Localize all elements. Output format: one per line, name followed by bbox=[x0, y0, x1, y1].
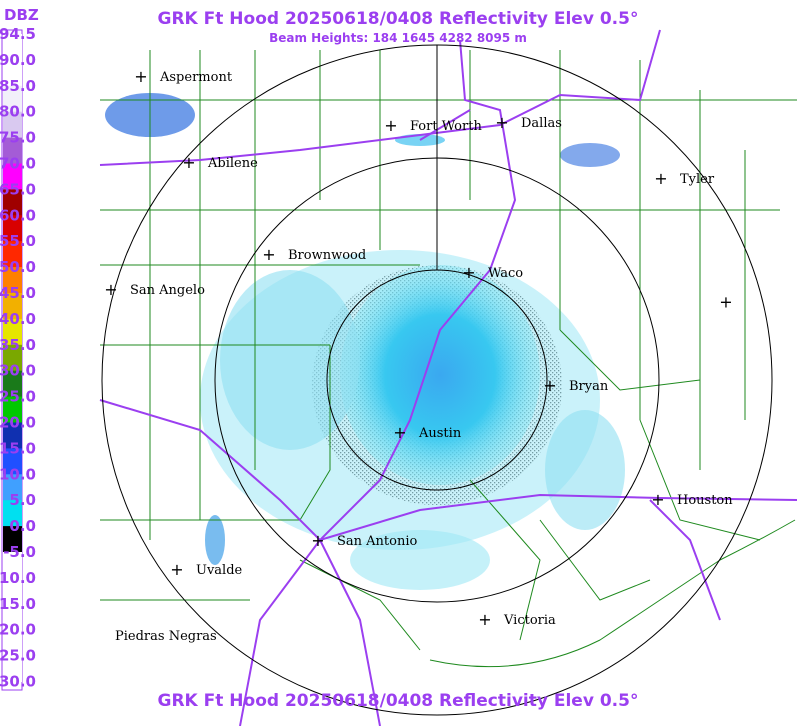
legend-swatch bbox=[3, 655, 22, 682]
legend-label: 40.0 bbox=[0, 310, 36, 328]
legend-label: 90.0 bbox=[0, 51, 36, 69]
legend-label: 15.0 bbox=[0, 439, 36, 457]
county-lines bbox=[100, 50, 797, 668]
legend-label: 75.0 bbox=[0, 129, 36, 147]
city-label: Dallas bbox=[521, 116, 562, 131]
legend-label: 50.0 bbox=[0, 258, 36, 276]
legend-swatch bbox=[3, 396, 22, 423]
legend-swatch bbox=[3, 137, 22, 164]
city-label: Piedras Negras bbox=[115, 629, 217, 644]
city-marker: + bbox=[393, 423, 406, 442]
legend-swatch bbox=[3, 474, 22, 501]
legend-label: 60.0 bbox=[0, 206, 36, 224]
legend-swatch bbox=[3, 526, 22, 553]
legend-swatch bbox=[3, 577, 22, 605]
legend-swatch bbox=[3, 422, 22, 449]
legend-swatch bbox=[3, 85, 22, 113]
city-marker: + bbox=[495, 113, 508, 132]
legend-title: DBZ bbox=[4, 6, 39, 24]
legend-swatch bbox=[3, 293, 22, 320]
city-marker: + bbox=[104, 280, 117, 299]
range-rings bbox=[101, 44, 773, 716]
city-marker: + bbox=[311, 531, 324, 550]
site-marker: + bbox=[719, 293, 732, 312]
legend-label: 30.0 bbox=[0, 362, 36, 380]
legend-label: 25.0 bbox=[0, 388, 36, 406]
city-label: Brownwood bbox=[288, 248, 366, 263]
city-label: Fort Worth bbox=[410, 119, 482, 134]
city-marker: + bbox=[134, 67, 147, 86]
city-label: San Antonio bbox=[337, 534, 418, 549]
city-marker: + bbox=[170, 560, 183, 579]
cities: + Aspermont + Fort Worth + Dallas + Abilene + Tyl… bbox=[104, 67, 733, 644]
city-marker: + bbox=[651, 490, 664, 509]
city-label: San Angelo bbox=[130, 283, 205, 298]
legend-swatch bbox=[3, 59, 22, 87]
legend-label: 94.5 bbox=[0, 25, 36, 43]
city-marker: + bbox=[462, 263, 475, 282]
legend-swatch bbox=[3, 241, 22, 268]
city-marker: + bbox=[182, 153, 195, 172]
legend-label: 85.0 bbox=[0, 77, 36, 95]
city-marker: + bbox=[543, 376, 556, 395]
legend-swatch bbox=[3, 34, 22, 61]
highways bbox=[99, 29, 797, 726]
legend-swatch bbox=[3, 267, 22, 294]
city-label: Victoria bbox=[503, 613, 556, 628]
legend-label: -5.0 bbox=[3, 543, 36, 561]
legend-label: -10.0 bbox=[0, 569, 36, 587]
city-label: Abilene bbox=[207, 156, 258, 171]
city-label: Aspermont bbox=[159, 70, 233, 85]
legend-label: 0.0 bbox=[9, 517, 36, 535]
city-label: Uvalde bbox=[196, 563, 243, 578]
city-label: Bryan bbox=[569, 379, 609, 394]
city-label: Houston bbox=[677, 493, 733, 508]
legend-swatch bbox=[3, 370, 22, 398]
legend-swatch bbox=[3, 215, 22, 242]
subtitle: Beam Heights: 184 1645 4282 8095 m bbox=[269, 31, 527, 45]
city-marker: + bbox=[384, 116, 397, 135]
legend-label: -30.0 bbox=[0, 673, 36, 691]
legend-swatch bbox=[3, 344, 22, 372]
legend-label: 70.0 bbox=[0, 155, 36, 173]
legend-label: 65.0 bbox=[0, 180, 36, 198]
legend-swatch bbox=[3, 163, 22, 190]
legend-label: 5.0 bbox=[9, 491, 36, 509]
title: GRK Ft Hood 20250618/0408 Reflectivity E… bbox=[158, 9, 639, 29]
legend-label: 35.0 bbox=[0, 336, 36, 354]
legend-label: 10.0 bbox=[0, 465, 36, 483]
city-label: Tyler bbox=[680, 172, 715, 187]
legend-swatch bbox=[3, 603, 22, 631]
legend-label: 45.0 bbox=[0, 284, 36, 302]
legend-swatch bbox=[3, 111, 22, 139]
legend-swatch bbox=[3, 552, 22, 579]
city-marker: + bbox=[262, 245, 275, 264]
city-marker: + bbox=[478, 610, 491, 629]
legend-label: 55.0 bbox=[0, 232, 36, 250]
legend: 94.5 90.0 85.0 80.0 75.0 70.0 65.0 60.0 55.0 50.0… bbox=[0, 25, 36, 691]
legend-swatch bbox=[3, 500, 22, 527]
legend-label: -15.0 bbox=[0, 595, 36, 613]
legend-label: 80.0 bbox=[0, 103, 36, 121]
legend-label: 20.0 bbox=[0, 414, 36, 432]
city-label: Waco bbox=[488, 266, 523, 281]
legend-swatch bbox=[3, 318, 22, 346]
legend-label: -25.0 bbox=[0, 647, 36, 665]
city-label: Austin bbox=[418, 426, 462, 441]
legend-swatch bbox=[3, 629, 22, 657]
legend-swatch bbox=[3, 448, 22, 475]
city-marker: + bbox=[654, 169, 667, 188]
legend-swatch bbox=[3, 189, 22, 216]
footer-title: GRK Ft Hood 20250618/0408 Reflectivity E… bbox=[158, 691, 639, 711]
legend-label: -20.0 bbox=[0, 621, 36, 639]
